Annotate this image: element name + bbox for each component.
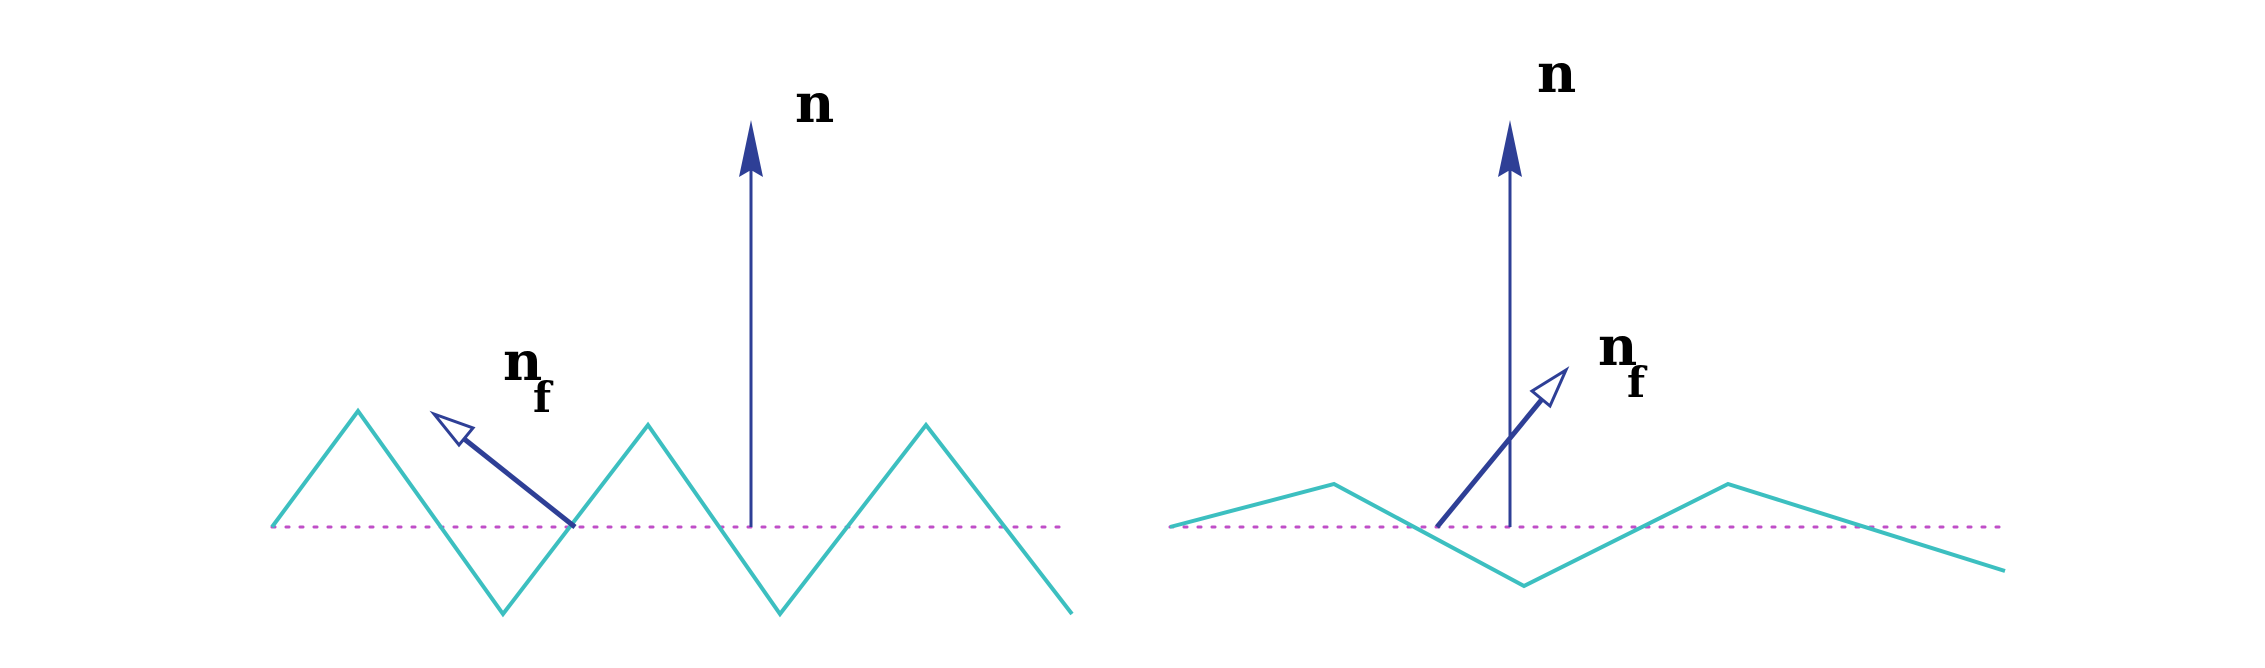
left-normal-label: n: [795, 71, 834, 135]
right-smooth-surface: [1169, 481, 2006, 589]
left-rough-surface: [270, 407, 1074, 618]
left-facet-normal-arrow: [429, 410, 577, 529]
right-facet-normal-subscript: f: [1627, 358, 1648, 407]
right-normal-label: n: [1537, 41, 1576, 105]
left-panel: n n f: [270, 71, 1074, 618]
left-facet-arrowhead: [429, 410, 476, 448]
left-normal-arrowhead: [739, 120, 763, 177]
right-normal-arrow: [1498, 120, 1522, 527]
left-normal-arrow: [739, 120, 763, 527]
left-facet-normal-label: n: [503, 329, 542, 393]
right-facet-normal-arrow: [1435, 366, 1570, 529]
right-normal-arrowhead: [1498, 120, 1522, 177]
right-facet-arrowhead: [1529, 366, 1570, 409]
right-panel: n n f: [1168, 41, 2006, 589]
right-facet-normal-label: n: [1598, 314, 1637, 378]
left-facet-normal-subscript: f: [533, 373, 554, 422]
